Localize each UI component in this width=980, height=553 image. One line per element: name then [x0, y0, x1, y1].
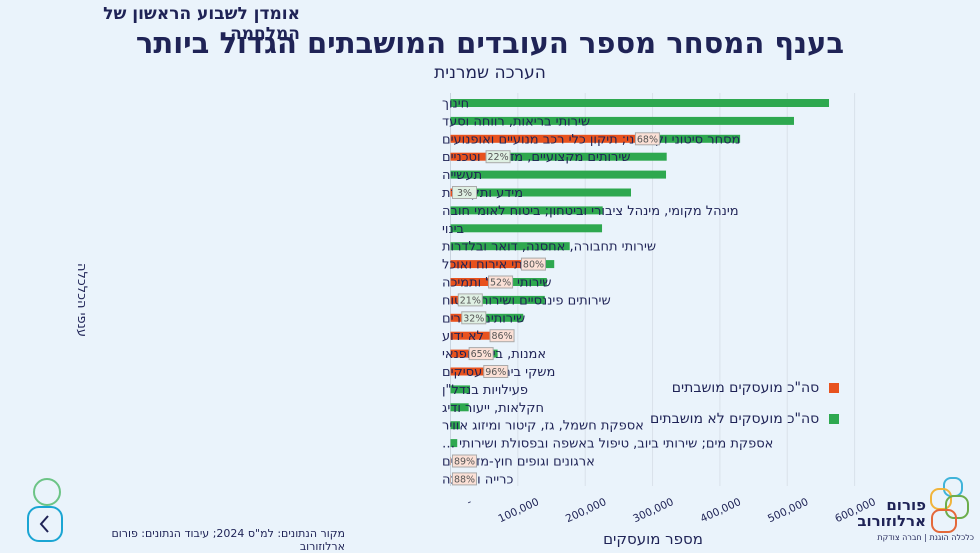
legend-item-mobilized: סה"כ מועסקים מושבתים: [650, 372, 839, 403]
percent-label: 32%: [463, 313, 484, 324]
x-tick-label: 500,000: [766, 496, 810, 525]
legend-item-not-mobilized: סה"כ מועסקים לא מושבתים: [650, 403, 839, 434]
bar-not-mobilized: [451, 171, 667, 179]
category-label: מינהל מקומי, מינהל ציבורי וביטחון; ביטוח…: [442, 204, 739, 219]
logo-line2: ארלוזורוב: [857, 512, 926, 530]
category-label: שירותי תחבורה, אחסנה, דואר ובלדרות: [442, 240, 656, 255]
x-tick-label: -: [465, 496, 474, 509]
legend-swatch-not-mobilized: [829, 414, 839, 424]
back-button[interactable]: [27, 506, 63, 542]
category-label: חינוך: [442, 97, 469, 112]
category-label: שירותים מקצועיים, מדעיים וטכניים: [442, 150, 631, 165]
bar-not-mobilized: [451, 224, 603, 232]
bar-not-mobilized: [451, 99, 830, 107]
percent-label: 80%: [523, 260, 544, 271]
x-tick-label: 400,000: [699, 496, 743, 525]
x-tick-label: 300,000: [631, 496, 675, 525]
category-label: אספקת חשמל, גז, קיטור ומיזוג אוויר: [442, 419, 644, 434]
percent-label: 68%: [637, 134, 658, 145]
category-label: שירותי בריאות, רווחה וסעד: [442, 114, 590, 129]
category-label: אספקת מים; שירותי ביוב, טיפול באשפה ובפס…: [442, 437, 773, 452]
percent-label: 21%: [460, 295, 481, 306]
category-label: מסחר סיטוני וקמעוני; תיקון כלי רכב מנועי…: [442, 132, 740, 147]
decorative-circle-icon: [33, 478, 61, 506]
chevron-left-icon: [38, 514, 52, 534]
category-label: תעשייה: [442, 168, 482, 183]
legend: סה"כ מועסקים מושבתים סה"כ מועסקים לא מוש…: [650, 372, 839, 434]
percent-label: 88%: [454, 474, 475, 485]
x-axis-title: מספר מועסקים: [603, 530, 703, 548]
category-label: חקלאות, ייעור ודיג: [442, 401, 544, 416]
category-label: אמנות, בידור ופנאי: [442, 347, 546, 362]
percent-label: 3%: [457, 188, 472, 199]
percent-label: 89%: [454, 457, 475, 468]
percent-label: 96%: [485, 367, 506, 378]
category-label: לא ידוע: [442, 329, 484, 344]
percent-label: 65%: [471, 349, 492, 360]
logo-tagline: כלכלה הוגנת | חברה צודקת: [877, 533, 974, 542]
percent-label: 52%: [490, 278, 511, 289]
arlozorov-forum-logo: פורום ארלוזורוב כלכלה הוגנת | חברה צודקת: [860, 476, 976, 548]
category-label: בינוי: [442, 222, 464, 237]
y-axis-title: ענפי הכלכלה: [74, 263, 89, 337]
x-tick-label: 100,000: [497, 496, 541, 525]
legend-label-not-mobilized: סה"כ מועסקים לא מושבתים: [650, 411, 819, 427]
data-source: מקור הנתונים: למ"ס 2024; עיבוד הנתונים: …: [80, 527, 345, 553]
x-tick-label: 200,000: [564, 496, 608, 525]
legend-label-mobilized: סה"כ מועסקים מושבתים: [672, 380, 819, 396]
percent-label: 22%: [488, 152, 509, 163]
category-label: פעילויות בנדל"ן: [442, 383, 528, 398]
percent-label: 86%: [491, 331, 512, 342]
legend-swatch-mobilized: [829, 383, 839, 393]
